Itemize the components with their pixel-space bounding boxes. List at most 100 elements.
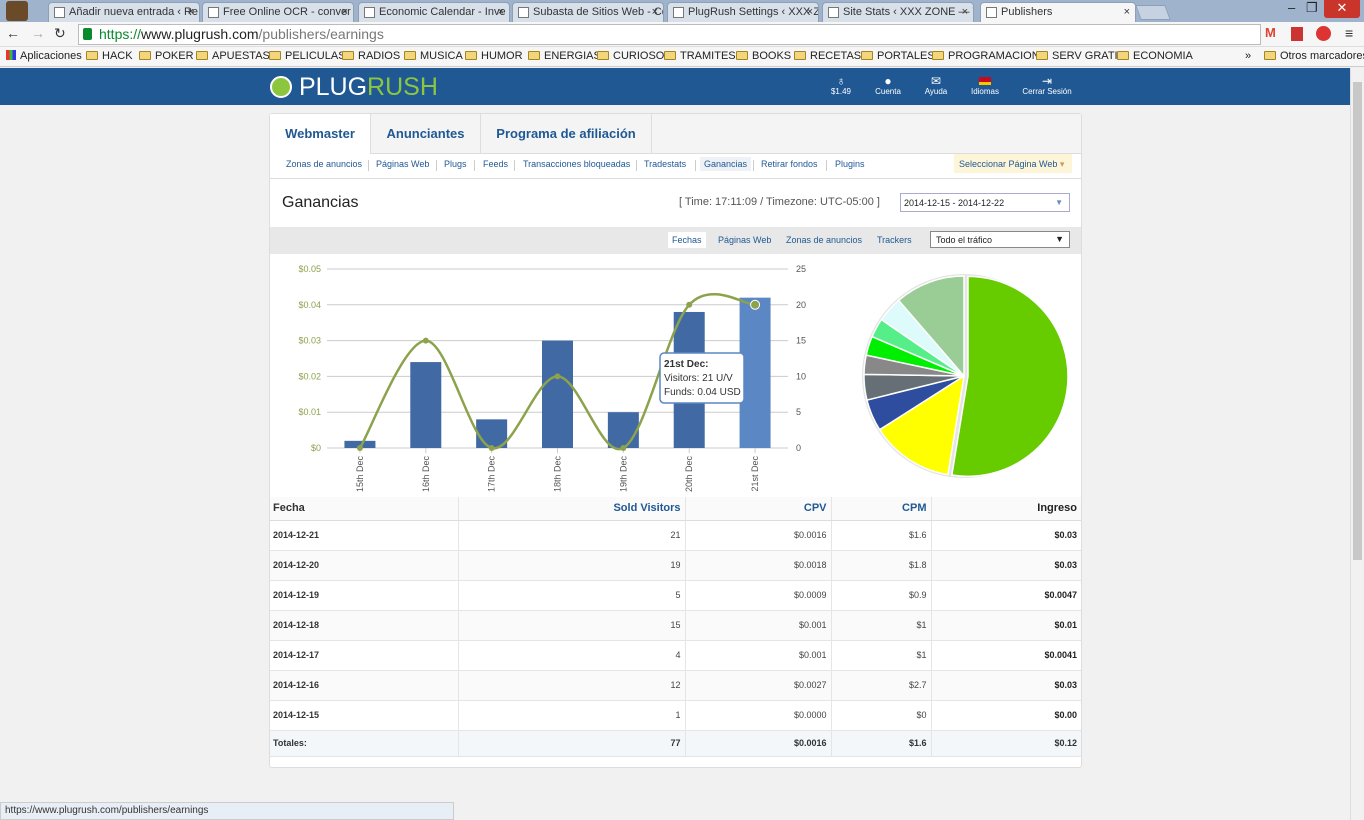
minimize-icon[interactable]: – <box>1288 0 1296 15</box>
other-bookmarks[interactable]: Otros marcadores <box>1264 50 1364 62</box>
folder-icon <box>664 51 676 60</box>
table-cell: 21 <box>458 520 686 551</box>
bookmark-folder[interactable]: PROGRAMACION <box>932 50 1040 62</box>
folder-icon <box>465 51 477 60</box>
totals-row: Totales: 77 $0.0016 $1.6 $0.12 <box>270 730 1081 757</box>
close-window-icon[interactable]: ✕ <box>1324 0 1360 18</box>
table-cell: $0.001 <box>685 640 832 671</box>
date-range-picker[interactable]: 2014-12-15 - 2014-12-22 ▼ <box>900 193 1070 212</box>
bookmark-folder[interactable]: POKER <box>139 50 194 62</box>
tab-webmaster[interactable]: Webmaster <box>270 114 371 154</box>
traffic-select[interactable]: Todo el tráfico ▼ <box>930 231 1070 248</box>
subtab-ganancias[interactable]: Ganancias <box>700 157 752 171</box>
account-item[interactable]: ● Cuenta <box>865 74 911 96</box>
restore-icon[interactable]: ❐ <box>1306 0 1318 15</box>
reload-icon[interactable]: ↻ <box>54 25 66 41</box>
folder-icon <box>342 51 354 60</box>
page-scrollbar[interactable] <box>1350 68 1364 820</box>
close-tab-icon[interactable]: × <box>187 6 194 18</box>
column-header[interactable]: CPV <box>685 497 832 521</box>
subtab-retirar[interactable]: Retirar fondos <box>761 159 818 169</box>
forward-icon[interactable]: → <box>31 25 45 41</box>
column-header[interactable]: Sold Visitors <box>458 497 686 521</box>
extension-2-icon[interactable] <box>1316 26 1331 41</box>
plugrush-logo[interactable]: PLUGRUSH <box>270 73 438 102</box>
browser-tab[interactable]: Free Online OCR - conver × <box>202 2 354 22</box>
close-tab-icon[interactable]: × <box>961 6 968 18</box>
subtab-plugs[interactable]: Plugs <box>444 159 467 169</box>
browser-tab[interactable]: PlugRush Settings ‹ XXX Z × <box>667 2 819 22</box>
help-item[interactable]: ✉ Ayuda <box>913 74 959 96</box>
logout-item[interactable]: ⇥ Cerrar Sesión <box>1022 74 1072 96</box>
page-icon <box>673 7 684 18</box>
bookmark-folder[interactable]: ENERGIAS <box>528 50 601 62</box>
table-cell: $0.0016 <box>685 520 832 551</box>
close-tab-icon[interactable]: × <box>341 6 348 18</box>
chart-bar <box>344 440 376 448</box>
bookmark-folder[interactable]: ECONOMIA <box>1117 50 1193 62</box>
table-cell: $0.0018 <box>685 550 832 581</box>
visitors-point <box>750 299 761 310</box>
bookmark-folder[interactable]: SERV GRATIS <box>1036 50 1125 62</box>
tab-afiliacion[interactable]: Programa de afiliación <box>480 114 652 154</box>
languages-item[interactable]: Idiomas <box>962 74 1008 96</box>
browser-tab[interactable]: Site Stats ‹ XXX ZONE — V × <box>822 2 974 22</box>
subtab-transacciones[interactable]: Transacciones bloqueadas <box>523 159 631 169</box>
bookmark-folder[interactable]: BOOKS <box>736 50 791 62</box>
bookmark-folder[interactable]: HUMOR <box>465 50 523 62</box>
extension-icon[interactable] <box>1291 27 1303 41</box>
bookmark-label: ECONOMIA <box>1133 50 1193 62</box>
table-cell: 2014-12-20 <box>270 550 459 581</box>
visitors-point <box>620 445 627 451</box>
folder-icon <box>794 51 806 60</box>
bookmark-folder[interactable]: HACK <box>86 50 133 62</box>
select-website-dropdown[interactable]: Seleccionar Página Web ▾ <box>954 154 1072 173</box>
address-bar[interactable]: https://www.plugrush.com/publishers/earn… <box>78 24 1261 45</box>
subtab-feeds[interactable]: Feeds <box>483 159 509 169</box>
x-tick-label: 17th Dec <box>487 456 497 493</box>
bookmark-folder[interactable]: PELICULAS <box>269 50 346 62</box>
subtab-zonas[interactable]: Zonas de anuncios <box>286 159 363 169</box>
column-header[interactable]: Ingreso <box>931 497 1081 521</box>
bookmark-folder[interactable]: MUSICA <box>404 50 463 62</box>
browser-tab[interactable]: Economic Calendar - Inve × <box>358 2 510 22</box>
subtab-plugins[interactable]: Plugins <box>835 159 865 169</box>
close-tab-icon[interactable]: × <box>1123 6 1130 18</box>
back-icon[interactable]: ← <box>6 25 20 41</box>
filter-trackers[interactable]: Trackers <box>877 235 912 245</box>
bookmark-folder[interactable]: CURIOSO <box>597 50 664 62</box>
new-tab-button[interactable] <box>1135 5 1171 20</box>
bookmarks-more[interactable]: » <box>1245 50 1252 62</box>
bookmark-folder[interactable]: TRAMITES <box>664 50 736 62</box>
browser-tab[interactable]: Añadir nueva entrada ‹ Re × <box>48 2 200 22</box>
table-cell: 1 <box>458 700 686 731</box>
pie-slice <box>951 275 1069 478</box>
scrollbar-thumb[interactable] <box>1353 82 1362 560</box>
column-header[interactable]: CPM <box>831 497 932 521</box>
bookmark-folder[interactable]: Aplicaciones <box>6 50 82 62</box>
profile-avatar-icon[interactable] <box>6 1 28 21</box>
filter-paginas[interactable]: Páginas Web <box>718 235 772 245</box>
divider <box>270 178 1081 179</box>
tab-anunciantes[interactable]: Anunciantes <box>386 126 465 141</box>
menu-icon[interactable]: ≡ <box>1345 25 1354 41</box>
filter-zonas[interactable]: Zonas de anuncios <box>786 235 863 245</box>
browser-tab[interactable]: Publishers × <box>980 2 1136 22</box>
browser-tab[interactable]: Subasta de Sitios Web - Co × <box>512 2 664 22</box>
table-row: 2014-12-16 12 $0.0027 $2.7 $0.03 <box>270 670 1081 701</box>
bookmark-folder[interactable]: RADIOS <box>342 50 400 62</box>
balance-item[interactable]: ♁ $1.49 <box>818 74 864 96</box>
filter-fechas[interactable]: Fechas <box>668 232 706 248</box>
bookmark-folder[interactable]: PORTALES <box>861 50 935 62</box>
subtab-tradestats[interactable]: Tradestats <box>644 159 687 169</box>
close-tab-icon[interactable]: × <box>651 6 658 18</box>
close-tab-icon[interactable]: × <box>497 6 504 18</box>
bookmark-folder[interactable]: APUESTAS <box>196 50 270 62</box>
bookmark-folder[interactable]: RECETAS <box>794 50 861 62</box>
folder-icon <box>269 51 281 60</box>
x-tick-label: 21st Dec <box>750 456 760 492</box>
subtab-paginas[interactable]: Páginas Web <box>376 159 430 169</box>
column-header[interactable]: Fecha <box>270 497 459 521</box>
close-tab-icon[interactable]: × <box>806 6 813 18</box>
gmail-icon[interactable]: M <box>1265 25 1276 40</box>
